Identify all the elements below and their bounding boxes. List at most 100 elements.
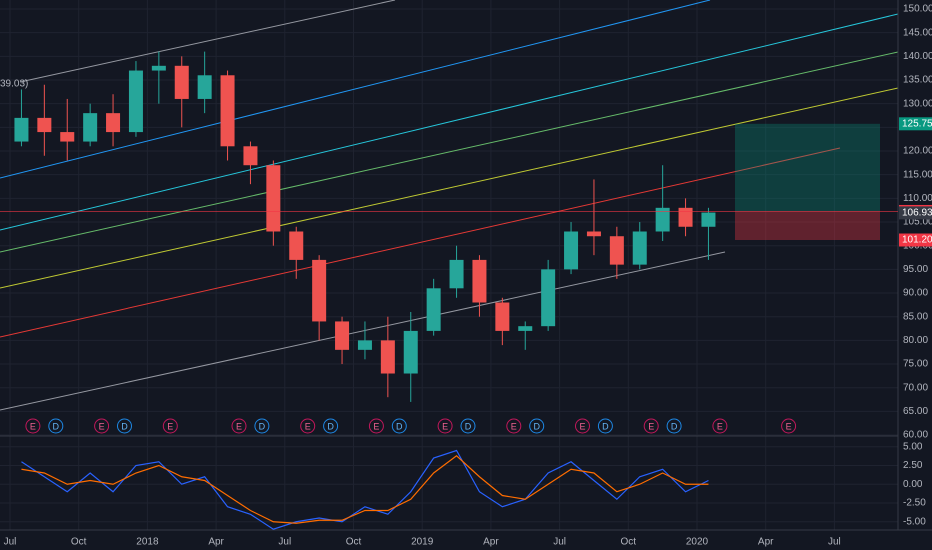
y-tick-label: 150.00 [903,4,932,15]
candle-body [655,207,670,232]
event-marker [117,418,132,434]
event-label: D [396,421,403,431]
candle-body [426,288,441,331]
candle-body [701,212,716,227]
candle-body [472,259,487,303]
event-label: E [717,421,723,431]
event-marker [391,418,407,434]
y-tick-label: 70.00 [903,382,928,393]
corner-text: 39.03) [0,79,28,90]
pitchfork-line [0,51,899,253]
y-tick-label: 105.00 [903,217,932,228]
event-label: D [671,421,678,431]
x-tick-label: Jul [553,537,566,548]
event-marker [643,418,659,434]
event-label: D [465,421,472,431]
x-tick-label: Apr [758,537,774,548]
candle-body [380,340,395,374]
candle-body [197,75,212,99]
event-marker [323,418,339,434]
oscillator-line [21,454,709,524]
event-label: E [305,421,311,431]
price-label: 125.75 [902,118,932,129]
y-tick-label: 130.00 [903,98,932,109]
event-label: E [442,421,448,431]
event-marker [231,418,247,434]
event-marker [575,418,590,434]
pitchfork-line [0,0,711,179]
event-marker [781,418,797,434]
y-tick-label: 5.00 [903,441,923,452]
price-label: 101.20 [902,235,932,246]
event-marker [94,418,110,434]
event-label: D [259,421,266,431]
drawing-lines [0,0,899,411]
pitchfork-line [0,147,841,338]
x-tick-label: Oct [346,537,362,548]
y-tick-label: 0.00 [903,479,923,490]
candle-body [518,326,533,331]
event-label: E [236,421,242,431]
event-marker [712,418,728,434]
y-tick-label: 120.00 [903,146,932,157]
candle-body [60,132,75,142]
candle-body [151,65,166,71]
y-tick-label: 110.00 [903,193,932,204]
price-label-box [899,117,932,131]
pitchfork-line [0,87,899,289]
event-label: E [373,421,379,431]
event-marker [300,418,316,434]
y-tick-label: -5.00 [903,516,926,527]
y-tick-label: 60.00 [903,430,928,441]
event-label: E [579,421,585,431]
target-zone [735,123,880,212]
x-tick-label: Oct [621,537,637,548]
candle-body [289,231,304,260]
x-tick-label: Jul [278,537,291,548]
price-label: 106.93 [902,208,932,219]
grid [0,0,898,530]
event-marker [437,418,453,434]
y-tick-label: 65.00 [903,406,928,417]
candle-body [357,340,372,350]
candle-body [83,113,98,142]
event-marker [597,418,613,434]
x-tick-label: Apr [208,537,224,548]
candle-body [14,117,29,142]
candle-body [37,117,52,133]
candle-body [243,146,258,166]
event-marker [666,418,682,434]
event-label: E [30,421,36,431]
candle-body [609,236,624,265]
pitchfork-line [19,0,396,83]
y-tick-label: 140.00 [903,51,932,62]
event-marker [460,418,476,434]
x-tick-label: 2020 [686,537,709,548]
x-tick-label: 2018 [136,537,159,548]
candle-body [586,231,601,237]
candle-body [106,113,121,133]
event-label: D [121,421,128,431]
x-tick-label: Jul [828,537,841,548]
y-tick-label: -2.50 [903,498,926,509]
y-tick-label: 115.00 [903,169,932,180]
candle-body [495,302,510,331]
candle-body [541,269,556,327]
event-label: D [327,421,334,431]
x-tick-label: 2019 [411,537,434,548]
x-tick-label: Apr [483,537,499,548]
candle-body [449,259,464,289]
y-tick-label: 145.00 [903,27,932,38]
event-marker [368,418,384,434]
event-label: E [167,421,173,431]
y-tick-label: 90.00 [903,288,928,299]
candle-body [128,70,143,133]
candle-body [312,259,327,322]
event-marker [25,418,41,434]
event-label: E [648,421,654,431]
event-marker [162,418,178,434]
price-label-box [899,206,932,220]
oscillator-line [21,449,709,530]
event-label: D [602,421,609,431]
